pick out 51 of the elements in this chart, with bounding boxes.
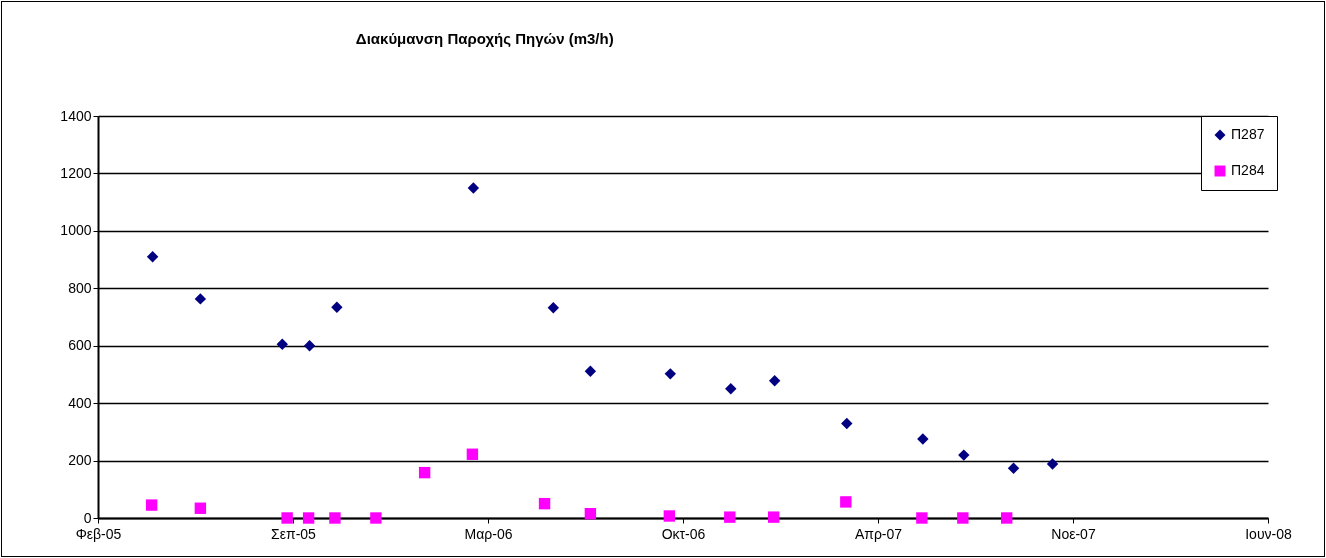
point xyxy=(917,433,929,445)
legend-label: Π284 xyxy=(1231,162,1265,178)
point xyxy=(1046,458,1059,470)
y-tick-label: 800 xyxy=(68,279,92,296)
point xyxy=(768,375,781,387)
point xyxy=(145,499,158,511)
point xyxy=(418,466,431,479)
point xyxy=(663,510,676,522)
point xyxy=(331,301,343,313)
x-tick-label: Μαρ-06 xyxy=(464,525,513,542)
y-tick-label: 400 xyxy=(68,394,92,411)
point xyxy=(840,496,852,508)
y-tick-label: 200 xyxy=(68,452,92,469)
point xyxy=(584,365,597,377)
point xyxy=(957,512,969,524)
point xyxy=(664,368,677,380)
x-tick-label: Σεπ-05 xyxy=(271,525,317,542)
point xyxy=(194,502,207,514)
y-tick-label: 600 xyxy=(68,337,92,354)
point xyxy=(538,497,551,510)
point xyxy=(303,340,316,352)
point xyxy=(329,512,341,524)
chart-title: Διακύμανση Παροχής Πηγών (m3/h) xyxy=(355,30,614,47)
point xyxy=(466,448,479,460)
y-tick-label: 1400 xyxy=(60,107,92,124)
point xyxy=(1001,512,1013,524)
point xyxy=(146,251,159,263)
x-tick-label: Νοε-07 xyxy=(1051,525,1096,542)
point xyxy=(724,511,736,523)
point xyxy=(1007,462,1020,475)
x-tick-label: Απρ-07 xyxy=(854,525,903,542)
point xyxy=(467,182,480,194)
point xyxy=(584,507,597,520)
point xyxy=(841,417,853,430)
point xyxy=(370,512,382,524)
point xyxy=(302,512,315,524)
point xyxy=(767,511,780,523)
y-tick-label: 1000 xyxy=(60,222,92,239)
legend-label: Π287 xyxy=(1231,126,1265,142)
point xyxy=(916,512,928,524)
y-tick-label: 1200 xyxy=(60,164,92,181)
y-tick-label: 0 xyxy=(83,509,92,526)
point xyxy=(194,293,207,305)
point xyxy=(725,383,737,395)
point xyxy=(547,302,560,314)
x-tick-label: Οκτ-06 xyxy=(661,525,706,542)
point xyxy=(276,338,288,350)
x-tick-label: Φεβ-05 xyxy=(75,525,122,542)
point xyxy=(958,449,970,461)
point xyxy=(281,512,293,524)
x-tick-label: Ιουν-08 xyxy=(1245,525,1292,542)
